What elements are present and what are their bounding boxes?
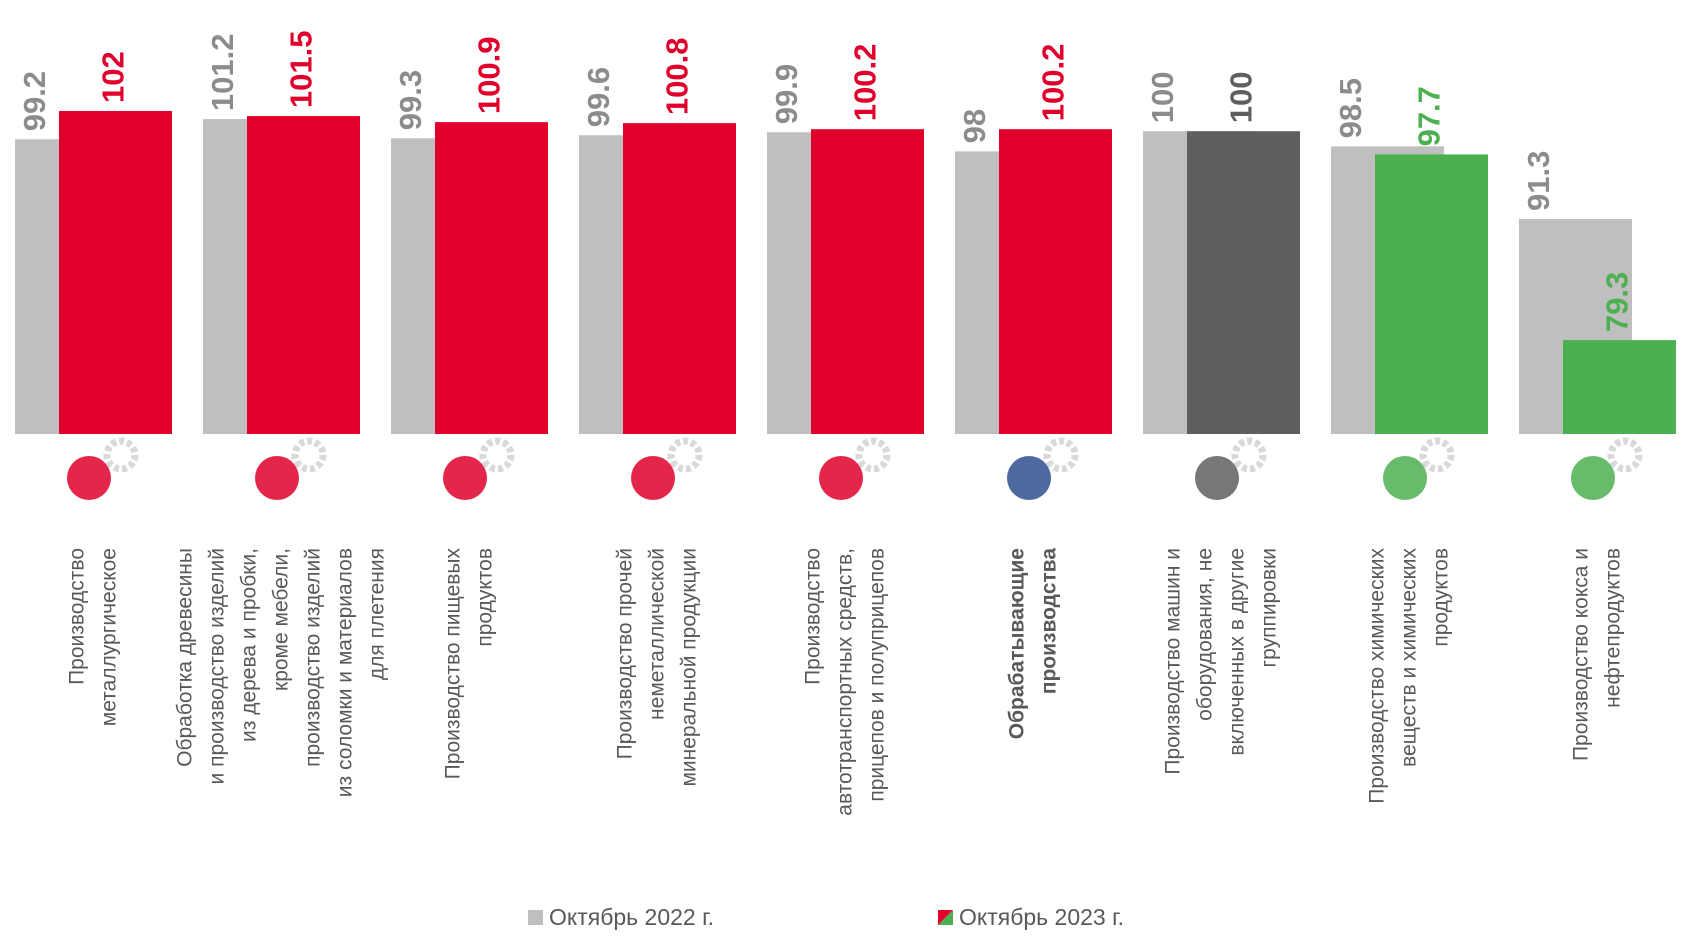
bar: [999, 129, 1112, 434]
value-label: 101.5: [284, 30, 319, 108]
legend-swatch-2022: [528, 910, 543, 925]
value-label: 99.2: [17, 71, 52, 131]
icon: [67, 456, 111, 500]
icon-gear: [295, 441, 323, 469]
bar: [435, 122, 548, 434]
icon: [819, 456, 863, 500]
value-label: 98.5: [1333, 78, 1368, 138]
value-label: 100.8: [660, 38, 695, 116]
bar: [623, 123, 736, 434]
value-label: 91.3: [1521, 151, 1556, 211]
value-label: 99.9: [769, 64, 804, 124]
value-label: 100.2: [1036, 44, 1071, 122]
bar: [59, 111, 172, 434]
legend-label: Октябрь 2023 г.: [959, 904, 1124, 930]
icon-gear: [1611, 441, 1639, 469]
value-label: 99.3: [393, 70, 428, 130]
icon: [631, 456, 675, 500]
value-label: 100: [1224, 71, 1259, 123]
icon: [1571, 456, 1615, 500]
value-label: 79.3: [1600, 272, 1635, 332]
bar: [1187, 131, 1300, 434]
bar: [1375, 154, 1488, 434]
value-label: 101.2: [205, 34, 240, 112]
icon: [255, 456, 299, 500]
bar: [1563, 340, 1676, 434]
icon-gear: [107, 441, 135, 469]
value-label: 100.2: [848, 44, 883, 122]
icon-gear: [1423, 441, 1451, 469]
bar: [811, 129, 924, 434]
icon: [1195, 456, 1239, 500]
value-label: 98: [957, 109, 992, 143]
icon: [1383, 456, 1427, 500]
value-label: 100.9: [472, 37, 507, 115]
legend-label: Октябрь 2022 г.: [549, 904, 714, 930]
icon-gear: [483, 441, 511, 469]
bar: [247, 116, 360, 434]
icon: [1007, 456, 1051, 500]
chart: Октябрь 2022 г. Октябрь 2023 г. 99.2 102 П…: [0, 0, 1701, 936]
value-label: 100: [1145, 71, 1180, 123]
value-label: 102: [96, 51, 131, 103]
icon-gear: [1235, 441, 1263, 469]
value-label: 97.7: [1412, 86, 1447, 146]
value-label: 99.6: [581, 67, 616, 127]
icon: [443, 456, 487, 500]
icon-gear: [1047, 441, 1075, 469]
icon-gear: [671, 441, 699, 469]
icon-gear: [859, 441, 887, 469]
